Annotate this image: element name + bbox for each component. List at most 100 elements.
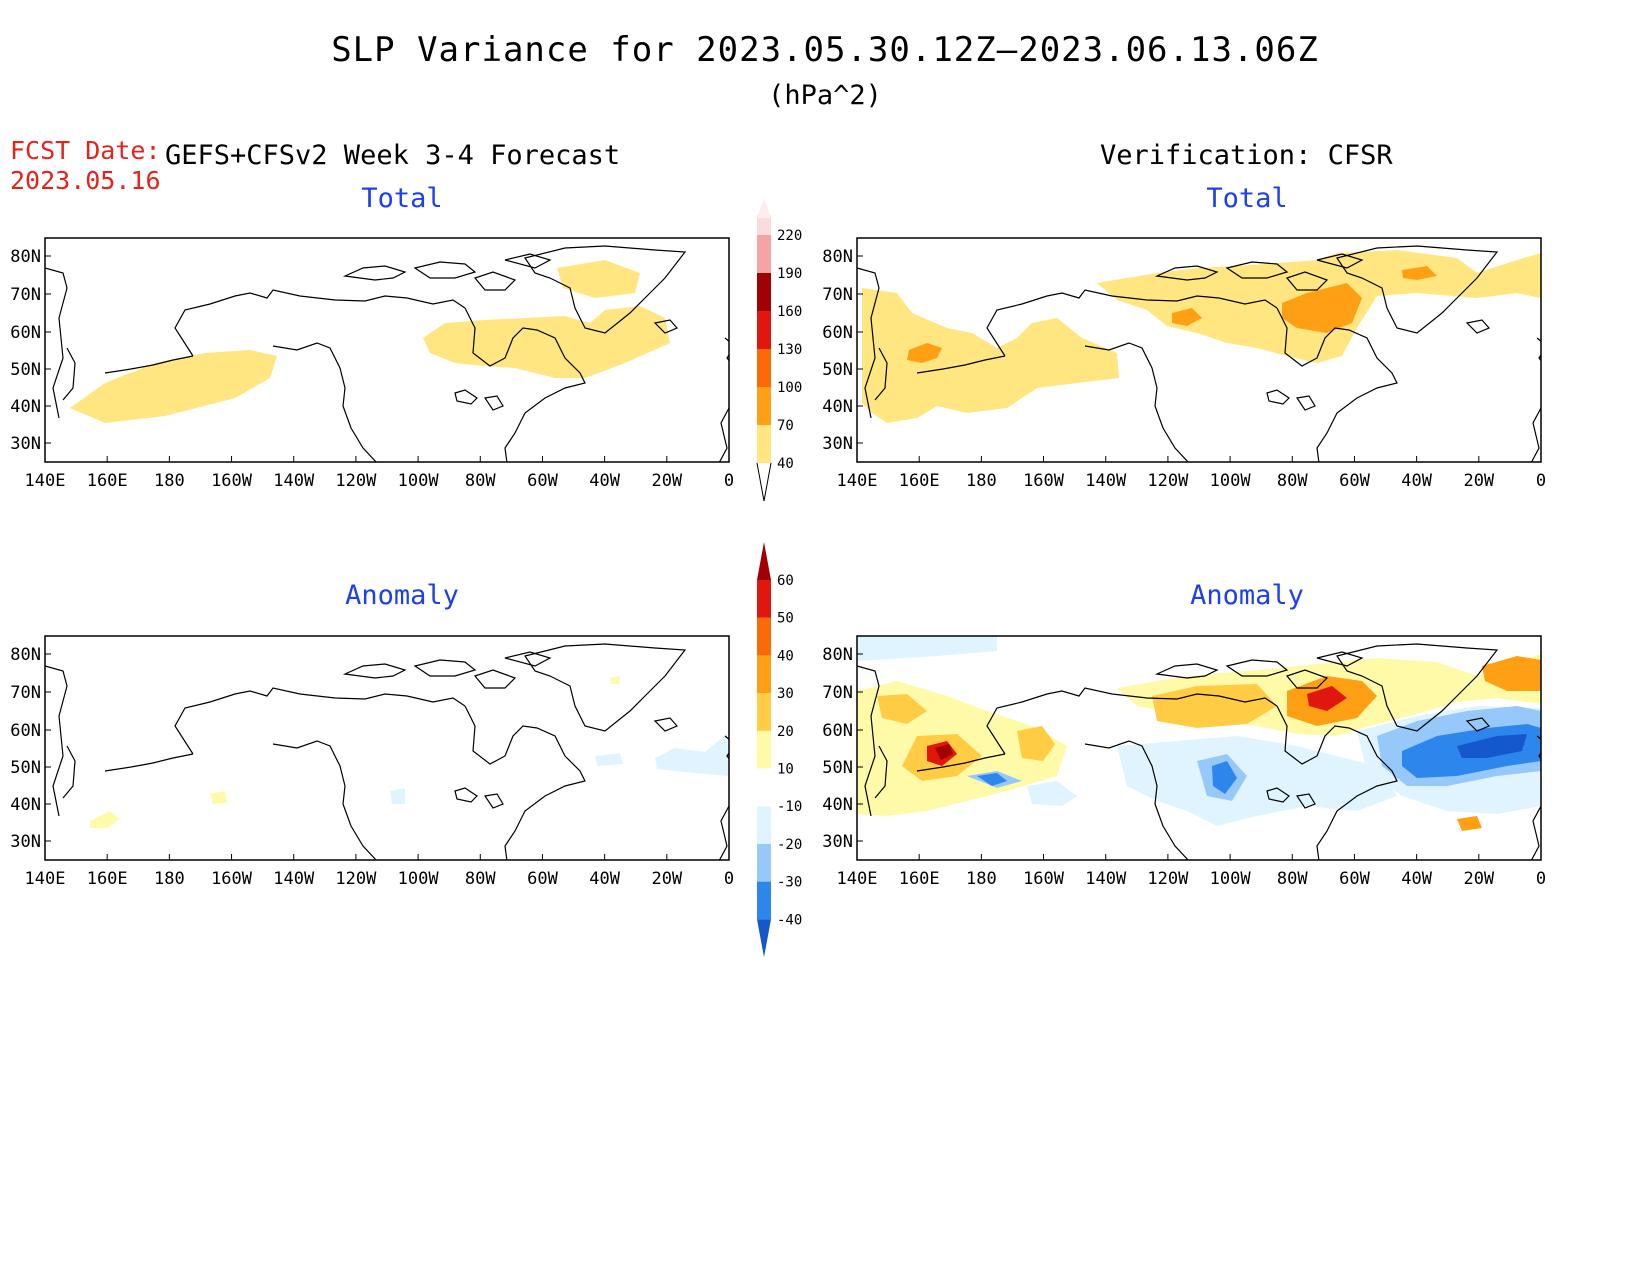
verification-header: Verification: CFSR (1100, 140, 1393, 171)
total-colorbar-swatch (757, 311, 771, 349)
main-title: SLP Variance for 2023.05.30.12Z–2023.06.… (331, 30, 1319, 70)
lat-tick-label: 30N (10, 832, 41, 852)
lon-tick-label: 140W (273, 869, 315, 889)
map-frame (44, 237, 730, 463)
total-colorbar-swatch (757, 215, 771, 235)
lat-tick-label: 70N (822, 285, 853, 305)
lat-tick-label: 50N (822, 758, 853, 778)
forecast-total-contour-3 (423, 306, 670, 378)
forecast-anomaly-contour-4 (390, 788, 405, 804)
lon-tick-label: 20W (651, 471, 682, 491)
anomaly-colorbar-swatch (757, 617, 771, 656)
verification-total-contour-6 (1172, 308, 1202, 326)
lon-tick-label: 100W (398, 471, 440, 491)
lat-tick-label: 40N (822, 397, 853, 417)
total-colorbar-label: 130 (777, 342, 802, 358)
lon-tick-label: 100W (1210, 471, 1252, 491)
lon-tick-label: 20W (1463, 471, 1494, 491)
anomaly-colorbar-swatch (757, 730, 771, 769)
lon-tick-label: 160W (211, 471, 253, 491)
anomaly-colorbar-label: 10 (777, 762, 794, 778)
forecast-anomaly-contour-6 (655, 734, 729, 776)
verification-total-contour-5 (1402, 266, 1437, 280)
total-colorbar-label: 100 (777, 380, 802, 396)
forecast-total-map: 140E 160E 180 160W 140W 120W 100W 80W 60W 40W 20W 0… (10, 237, 734, 491)
lon-tick-label: 140E (837, 869, 878, 889)
total-colorbar-label: 70 (777, 418, 794, 434)
lon-tick-label: 140E (25, 869, 66, 889)
lon-tick-label: 0 (1536, 869, 1546, 889)
anomaly-colorbar: -40 -30 -20 -10 10 20 30 40 50 60 (757, 542, 802, 958)
lon-tick-label: 160E (87, 869, 128, 889)
verification-total-contour-3 (907, 343, 942, 363)
anomaly-colorbar-swatch (757, 768, 771, 807)
lon-tick-label: 60W (1339, 471, 1370, 491)
lon-tick-label: 80W (1277, 869, 1308, 889)
forecast-total-contour-1 (70, 350, 277, 423)
anomaly-colorbar-label: -30 (777, 875, 802, 891)
verification-anomaly-contour-10 (1152, 684, 1277, 728)
verification-anomaly-contour-2 (1117, 736, 1397, 826)
lon-tick-label: 160E (899, 869, 940, 889)
forecast-header: GEFS+CFSv2 Week 3-4 Forecast (165, 140, 621, 171)
lon-tick-label: 160W (1023, 869, 1065, 889)
total-colorbar-swatch (757, 273, 771, 311)
anomaly-colorbar-label: -40 (777, 912, 802, 928)
verification-total-title: Total (1206, 183, 1288, 214)
total-colorbar-swatch (757, 425, 771, 463)
lon-tick-label: 160W (1023, 471, 1065, 491)
map-frame (44, 635, 730, 861)
lat-tick-label: 60N (822, 721, 853, 741)
total-colorbar-swatch (757, 387, 771, 425)
lon-tick-label: 160W (211, 869, 253, 889)
anomaly-colorbar-swatch (757, 655, 771, 694)
anomaly-colorbar-label: 60 (777, 573, 794, 589)
lon-tick-label: 180 (154, 471, 185, 491)
fcst-date-value: 2023.05.16 (10, 166, 161, 195)
lat-tick-label: 30N (822, 832, 853, 852)
lon-tick-label: 60W (1339, 869, 1370, 889)
lat-tick-label: 70N (822, 683, 853, 703)
total-colorbar: 40 70 100 130 160 190 220 (756, 198, 802, 502)
lon-tick-label: 140W (1085, 869, 1127, 889)
verification-total-map: 140E 160E 180 160W 140W 120W 100W 80W 60W 40W 20W 0… (822, 237, 1546, 491)
lat-tick-label: 60N (10, 323, 41, 343)
map-frame (856, 635, 1542, 861)
lat-tick-label: 50N (10, 360, 41, 380)
verification-anomaly-contour-23 (1457, 734, 1527, 758)
lon-tick-label: 20W (1463, 869, 1494, 889)
total-colorbar-label: 190 (777, 266, 802, 282)
lon-tick-label: 140W (273, 471, 315, 491)
anomaly-colorbar-label: 30 (777, 686, 794, 702)
verification-anomaly-contour-1 (857, 636, 997, 661)
lon-tick-label: 0 (724, 869, 734, 889)
lat-tick-label: 60N (10, 721, 41, 741)
lat-tick-label: 70N (10, 683, 41, 703)
lon-tick-label: 180 (966, 869, 997, 889)
verification-anomaly-contour-9 (1017, 726, 1055, 761)
lon-tick-label: 80W (1277, 471, 1308, 491)
anomaly-colorbar-swatch (757, 693, 771, 731)
forecast-anomaly-contour-1 (90, 811, 120, 828)
lat-tick-label: 50N (822, 360, 853, 380)
lat-tick-label: 80N (822, 645, 853, 665)
lon-tick-label: 160E (899, 471, 940, 491)
anomaly-colorbar-swatch (757, 580, 771, 618)
total-colorbar-label: 160 (777, 304, 802, 320)
lat-tick-label: 60N (822, 323, 853, 343)
forecast-anomaly-title: Anomaly (345, 580, 459, 611)
lat-tick-label: 40N (10, 397, 41, 417)
verification-anomaly-contour-21 (1212, 761, 1237, 794)
lon-tick-label: 120W (335, 471, 377, 491)
verification-total-contour-4 (1282, 283, 1362, 333)
forecast-anomaly-contour-2 (210, 791, 227, 804)
lon-tick-label: 20W (651, 869, 682, 889)
forecast-anomaly-contour-3 (610, 676, 620, 684)
forecast-anomaly-contour-5 (595, 753, 623, 766)
anomaly-colorbar-swatch (757, 806, 771, 844)
lat-tick-label: 50N (10, 758, 41, 778)
lat-tick-label: 40N (10, 795, 41, 815)
lon-tick-label: 40W (589, 471, 620, 491)
verification-anomaly-map: 140E 160E 180 160W 140W 120W 100W 80W 60W 40W 20W 0… (822, 635, 1546, 889)
